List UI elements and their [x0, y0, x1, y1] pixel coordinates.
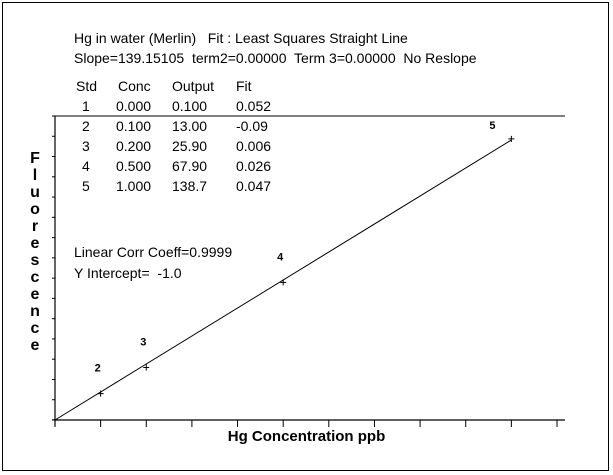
- data-point-marker: [280, 279, 287, 286]
- table-cell: 0.200: [116, 138, 152, 154]
- col-header-output: Output: [172, 78, 215, 94]
- table-cell: 0.026: [236, 158, 272, 174]
- data-point-label: 4: [277, 251, 284, 263]
- table-cell: 0.100: [116, 118, 152, 134]
- table-cell: 5: [82, 178, 90, 194]
- col-header-fit: Fit: [236, 78, 252, 94]
- data-point-label: 2: [95, 363, 101, 375]
- table-cell: 1: [82, 98, 90, 114]
- chart-header-line1: Hg in water (Merlin) Fit : Least Squares…: [74, 30, 408, 46]
- table-cell: 25.90: [172, 138, 208, 154]
- data-point-label: 5: [489, 120, 495, 132]
- corr-coeff-text: Linear Corr Coeff=0.9999: [74, 244, 233, 260]
- table-cell: 0.500: [116, 158, 152, 174]
- table-cell: 0.100: [172, 98, 208, 114]
- data-point-marker: [143, 364, 150, 371]
- table-cell: -0.09: [236, 118, 268, 134]
- col-header-std: Std: [76, 78, 98, 94]
- col-header-conc: Conc: [118, 78, 151, 94]
- y-intercept-text: Y Intercept= -1.0: [74, 265, 182, 281]
- table-cell: 0.006: [236, 138, 272, 154]
- chart-frame: [2, 2, 609, 471]
- table-cell: 67.90: [172, 158, 208, 174]
- data-points: 2 3 4 5: [52, 120, 515, 423]
- data-point-marker: [508, 135, 515, 142]
- x-axis-label: Hg Concentration ppb: [227, 428, 386, 445]
- table-cell: 0.047: [236, 178, 272, 194]
- table-cell: 138.7: [172, 178, 208, 194]
- table-cell: 3: [82, 138, 90, 154]
- data-point-marker: [52, 416, 58, 423]
- chart-header-line2: Slope=139.15105 term2=0.00000 Term 3=0.0…: [74, 50, 477, 66]
- table-cell: 13.00: [172, 118, 208, 134]
- table-cell: 0.000: [116, 98, 152, 114]
- table-cell: 1.000: [116, 178, 152, 194]
- data-point-label: 3: [140, 337, 146, 349]
- data-point-marker: [97, 390, 104, 397]
- x-ticks: [54, 420, 558, 427]
- table-cell: 2: [82, 118, 90, 134]
- table-cell: 4: [82, 158, 90, 174]
- table-cell: 0.052: [236, 98, 272, 114]
